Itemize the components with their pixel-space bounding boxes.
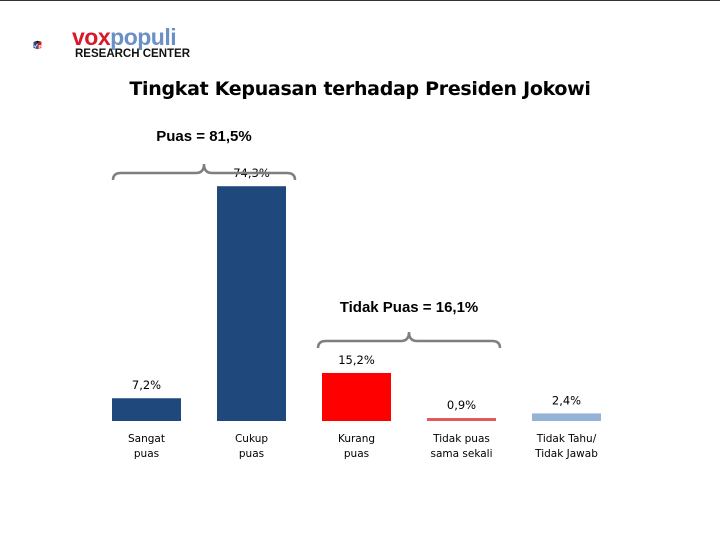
brand-subtitle: RESEARCH CENTER (75, 48, 191, 60)
group-brace (111, 163, 297, 181)
brand-vox: vox (72, 24, 111, 50)
category-label: puas (239, 448, 264, 460)
svg-text:p: p (38, 45, 42, 50)
bar (217, 186, 286, 421)
voxpopuli-logo-icon: p (33, 40, 42, 50)
category-label: Tidak Jawab (534, 448, 598, 460)
data-label: 2,4% (552, 393, 581, 407)
category-label: puas (134, 448, 159, 460)
data-label: 0,9% (447, 398, 476, 412)
chart-title: Tingkat Kepuasan terhadap Presiden Jokow… (129, 78, 591, 100)
group-brace (316, 331, 502, 349)
category-label: puas (344, 448, 369, 460)
category-label: Kurang (338, 433, 375, 445)
group-label: Tidak Puas = 16,1% (340, 299, 479, 316)
bar (532, 413, 601, 421)
category-label: sama sekali (430, 448, 492, 460)
category-label: Tidak puas (432, 433, 490, 445)
category-label: Tidak Tahu/ (536, 433, 597, 445)
category-label: Sangat (128, 433, 165, 445)
bar (112, 398, 181, 421)
top-border (0, 0, 720, 1)
brand-populi: populi (110, 24, 177, 50)
brand-name: voxpopuli (72, 24, 177, 51)
category-label: Cukup (235, 433, 268, 445)
data-label: 7,2% (132, 378, 161, 392)
group-label: Puas = 81,5% (156, 128, 251, 145)
bar (427, 418, 496, 421)
bar (322, 372, 391, 421)
data-label: 15,2% (338, 353, 375, 367)
